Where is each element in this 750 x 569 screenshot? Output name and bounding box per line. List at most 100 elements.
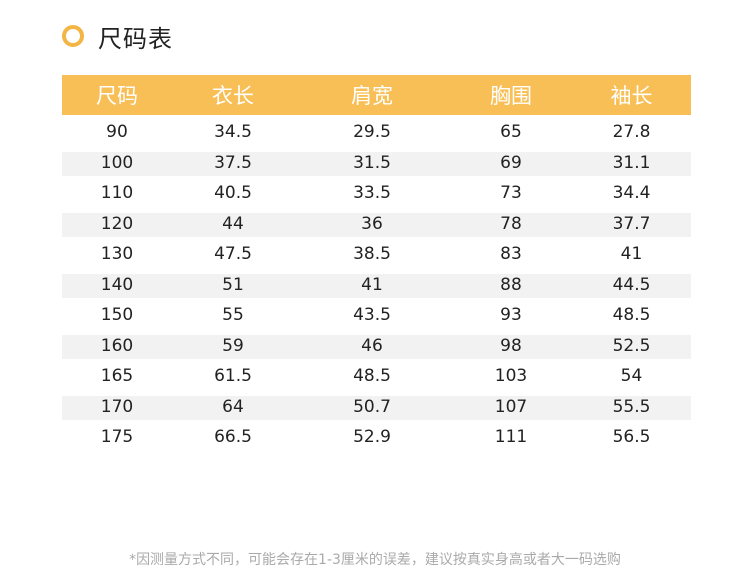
cell-value: 47.5: [214, 243, 252, 264]
table-row: 160 59 46 98 52.5: [62, 335, 691, 359]
cell-value: 140: [100, 275, 134, 295]
table-header-row: 尺码 衣长 肩宽 胸围 袖长: [62, 75, 691, 115]
cell-value: 98: [500, 336, 522, 356]
header-size: 尺码: [62, 75, 172, 115]
cell-value: 33.5: [353, 182, 391, 203]
cell-shoulder: 38.5: [294, 237, 450, 274]
cell-shoulder: 31.5: [294, 152, 450, 176]
cell-value: 27.8: [612, 121, 651, 142]
cell-size: 170: [62, 396, 172, 420]
header-shoulder: 肩宽: [294, 75, 450, 115]
cell-value: 44: [222, 214, 244, 234]
cell-value: 29.5: [353, 121, 391, 142]
cell-value: 56.5: [612, 426, 651, 447]
cell-length: 66.5: [172, 420, 294, 457]
cell-value: 120: [100, 214, 134, 234]
header-sleeve: 袖长: [572, 75, 691, 115]
cell-value: 36: [361, 214, 383, 234]
cell-length: 47.5: [172, 237, 294, 274]
cell-size: 175: [62, 420, 172, 457]
table-row: 110 40.5 33.5 73 34.4: [62, 176, 691, 213]
cell-shoulder: 48.5: [294, 359, 450, 396]
cell-value: 103: [494, 365, 528, 386]
table-body: 90 34.5 29.5 65 27.8 100 37.5 31.5 69 31.1 110 40.5…: [62, 115, 691, 457]
cell-size: 140: [62, 274, 172, 298]
cell-shoulder: 33.5: [294, 176, 450, 213]
cell-value: 150: [100, 304, 134, 325]
cell-chest: 73: [450, 176, 572, 213]
cell-value: 37.5: [214, 153, 252, 173]
table-row: 130 47.5 38.5 83 41: [62, 237, 691, 274]
cell-chest: 65: [450, 115, 572, 152]
cell-sleeve: 54: [572, 359, 691, 396]
cell-shoulder: 43.5: [294, 298, 450, 335]
cell-length: 40.5: [172, 176, 294, 213]
cell-value: 40.5: [214, 182, 252, 203]
page-title: 尺码表: [98, 24, 173, 53]
table-row: 120 44 36 78 37.7: [62, 213, 691, 237]
cell-size: 130: [62, 237, 172, 274]
cell-value: 64: [222, 397, 244, 417]
cell-sleeve: 41: [572, 237, 691, 274]
cell-chest: 78: [450, 213, 572, 237]
table-row: 165 61.5 48.5 103 54: [62, 359, 691, 396]
cell-chest: 93: [450, 298, 572, 335]
table-row: 100 37.5 31.5 69 31.1: [62, 152, 691, 176]
cell-value: 83: [500, 243, 522, 264]
cell-value: 34.4: [612, 182, 651, 203]
table-row: 175 66.5 52.9 111 56.5: [62, 420, 691, 457]
cell-value: 65: [500, 121, 522, 142]
cell-value: 55: [222, 304, 244, 325]
cell-length: 44: [172, 213, 294, 237]
cell-value: 100: [100, 153, 134, 173]
cell-length: 55: [172, 298, 294, 335]
cell-size: 120: [62, 213, 172, 237]
cell-chest: 107: [450, 396, 572, 420]
cell-size: 100: [62, 152, 172, 176]
table-row: 170 64 50.7 107 55.5: [62, 396, 691, 420]
cell-value: 88: [500, 275, 522, 295]
cell-length: 64: [172, 396, 294, 420]
cell-chest: 69: [450, 152, 572, 176]
cell-value: 165: [100, 365, 134, 386]
cell-value: 55.5: [612, 397, 651, 417]
cell-value: 41: [620, 243, 643, 264]
cell-sleeve: 56.5: [572, 420, 691, 457]
cell-chest: 83: [450, 237, 572, 274]
cell-value: 50.7: [353, 397, 391, 417]
cell-value: 160: [100, 336, 134, 356]
cell-value: 52.5: [612, 336, 651, 356]
page-title-row: 尺码表: [62, 18, 173, 54]
cell-shoulder: 52.9: [294, 420, 450, 457]
cell-chest: 111: [450, 420, 572, 457]
cell-value: 41: [361, 275, 383, 295]
size-chart-table: 尺码 衣长 肩宽 胸围 袖长 90 34.5 29.5 65 27.8 100 37.5 31…: [62, 75, 691, 457]
cell-value: 43.5: [353, 304, 391, 325]
cell-sleeve: 27.8: [572, 115, 691, 152]
cell-value: 110: [100, 182, 134, 203]
cell-length: 37.5: [172, 152, 294, 176]
cell-shoulder: 46: [294, 335, 450, 359]
cell-value: 31.1: [612, 153, 651, 173]
table-row: 150 55 43.5 93 48.5: [62, 298, 691, 335]
cell-value: 73: [500, 182, 522, 203]
cell-size: 150: [62, 298, 172, 335]
cell-sleeve: 44.5: [572, 274, 691, 298]
cell-value: 54: [620, 365, 643, 386]
cell-value: 90: [106, 121, 128, 142]
cell-value: 130: [100, 243, 134, 264]
cell-value: 46: [361, 336, 383, 356]
cell-length: 61.5: [172, 359, 294, 396]
cell-size: 160: [62, 335, 172, 359]
cell-chest: 98: [450, 335, 572, 359]
cell-shoulder: 36: [294, 213, 450, 237]
cell-shoulder: 41: [294, 274, 450, 298]
cell-sleeve: 52.5: [572, 335, 691, 359]
cell-value: 48.5: [353, 365, 391, 386]
cell-value: 52.9: [353, 426, 391, 447]
cell-value: 107: [494, 397, 528, 417]
table-row: 90 34.5 29.5 65 27.8: [62, 115, 691, 152]
cell-value: 38.5: [353, 243, 391, 264]
cell-chest: 88: [450, 274, 572, 298]
cell-value: 31.5: [353, 153, 391, 173]
